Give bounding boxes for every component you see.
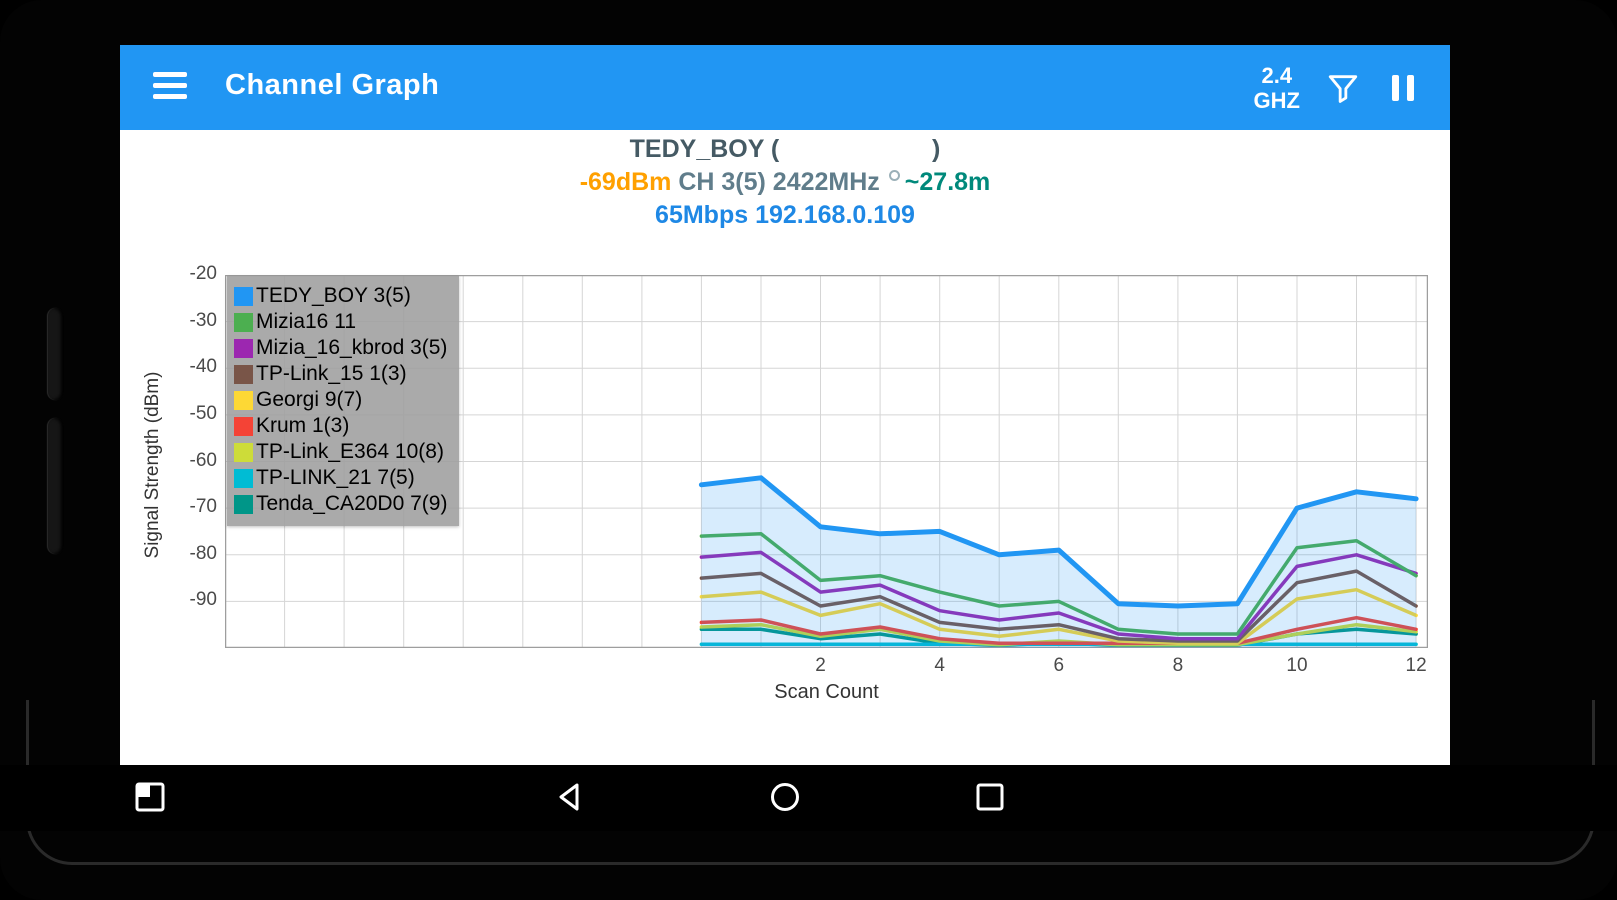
app-screen: Channel Graph 2.4 GHZ TEDY_BOY ( ) -69dB… — [120, 45, 1450, 765]
band-line1: 2.4 — [1261, 63, 1293, 88]
x-tick-label: 10 — [1286, 655, 1308, 676]
home-icon[interactable] — [767, 779, 803, 815]
legend-item: TP-LINK_21 7(5) — [234, 465, 447, 491]
legend-swatch — [234, 416, 253, 436]
band-selector[interactable]: 2.4 GHZ — [1254, 63, 1300, 113]
legend-item: Mizia16 11 — [234, 309, 447, 335]
legend-item: TP-Link_15 1(3) — [234, 361, 447, 387]
y-tick-label: -30 — [189, 309, 217, 331]
legend-item: Krum 1(3) — [234, 413, 447, 439]
x-tick-label: 6 — [1053, 655, 1065, 676]
legend-label: TP-Link_15 1(3) — [256, 362, 407, 385]
chart-legend: TEDY_BOY 3(5) Mizia16 11 Mizia_16_kbrod 3(… — [227, 276, 460, 526]
legend-label: TEDY_BOY 3(5) — [256, 284, 411, 307]
legend-label: Mizia_16_kbrod 3(5) — [256, 336, 448, 359]
legend-swatch — [234, 338, 253, 358]
power-button — [48, 308, 64, 400]
y-tick-label: -40 — [189, 356, 217, 378]
x-axis-title: Scan Count — [774, 681, 879, 703]
legend-swatch — [234, 442, 253, 462]
connected-ssid: TEDY_BOY ( ) — [629, 135, 941, 163]
back-icon[interactable] — [552, 779, 588, 815]
legend-swatch — [234, 312, 253, 332]
y-tick-label: -90 — [189, 589, 217, 611]
legend-label: Tenda_CA20D0 7(9) — [256, 492, 448, 515]
legend-swatch — [234, 364, 253, 384]
x-tick-label: 12 — [1405, 655, 1427, 676]
legend-label: Krum 1(3) — [256, 414, 350, 437]
channel-frequency-value: CH 3(5) 2422MHz — [671, 168, 880, 196]
distance-value: ~27.8m — [904, 168, 991, 196]
x-tick-label: 8 — [1172, 655, 1184, 676]
connection-details: -69dBm CH 3(5) 2422MHz ~27.8m — [120, 168, 1450, 197]
legend-item: Georgi 9(7) — [234, 387, 447, 413]
pause-icon[interactable] — [1388, 71, 1422, 105]
y-tick-label: -20 — [189, 263, 217, 284]
legend-label: Georgi 9(7) — [256, 388, 363, 411]
legend-swatch — [234, 286, 253, 306]
legend-label: Mizia16 11 — [256, 310, 356, 333]
legend-item: Mizia_16_kbrod 3(5) — [234, 335, 447, 361]
legend-item: TEDY_BOY 3(5) — [234, 283, 447, 309]
security-icon — [888, 169, 900, 181]
signal-time-chart — [224, 274, 1429, 649]
legend-item: Tenda_CA20D0 7(9) — [234, 491, 447, 517]
legend-item: TP-Link_E364 10(8) — [234, 439, 447, 465]
app-bar: Channel Graph 2.4 GHZ — [120, 45, 1450, 130]
band-line2: GHZ — [1253, 88, 1300, 113]
page-title: Channel Graph — [225, 69, 440, 101]
y-tick-label: -70 — [189, 496, 217, 518]
recents-icon[interactable] — [972, 779, 1008, 815]
filter-icon[interactable] — [1326, 71, 1360, 105]
legend-swatch — [234, 390, 253, 410]
legend-swatch — [234, 468, 253, 488]
y-tick-label: -60 — [189, 449, 217, 471]
screenshot-icon[interactable] — [132, 779, 168, 815]
legend-label: TP-Link_E364 10(8) — [256, 440, 444, 463]
android-nav-bar — [0, 765, 1617, 831]
y-tick-label: -80 — [189, 542, 217, 564]
legend-label: TP-LINK_21 7(5) — [256, 466, 415, 489]
signal-strength-value: -69dBm — [579, 168, 672, 196]
x-tick-label: 4 — [934, 655, 945, 676]
menu-icon[interactable] — [153, 72, 187, 102]
y-tick-label: -50 — [189, 402, 217, 424]
legend-swatch — [234, 494, 253, 514]
volume-button — [48, 418, 64, 554]
chart-area — [224, 274, 1429, 649]
link-speed-ip: 65Mbps 192.168.0.109 — [655, 201, 915, 229]
x-tick-label: 2 — [815, 655, 826, 676]
